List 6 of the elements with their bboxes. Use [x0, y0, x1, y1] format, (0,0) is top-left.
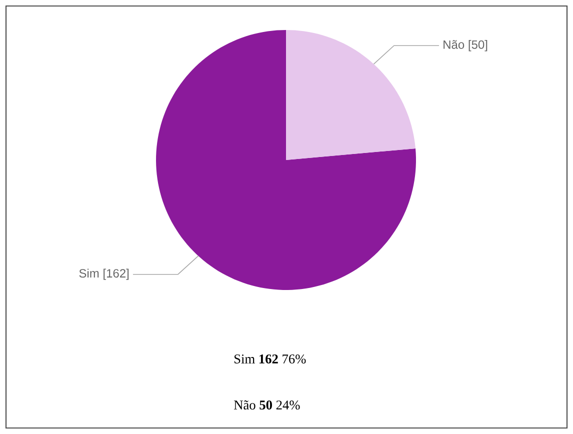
data-label: [50] — [468, 40, 488, 52]
data-label: [162] — [104, 268, 129, 280]
text: Não 50 24% — [234, 400, 300, 410]
slice-label: Não — [444, 40, 464, 49]
text: Sim 162 76% — [234, 354, 306, 364]
slice-label: Sim — [79, 268, 99, 278]
